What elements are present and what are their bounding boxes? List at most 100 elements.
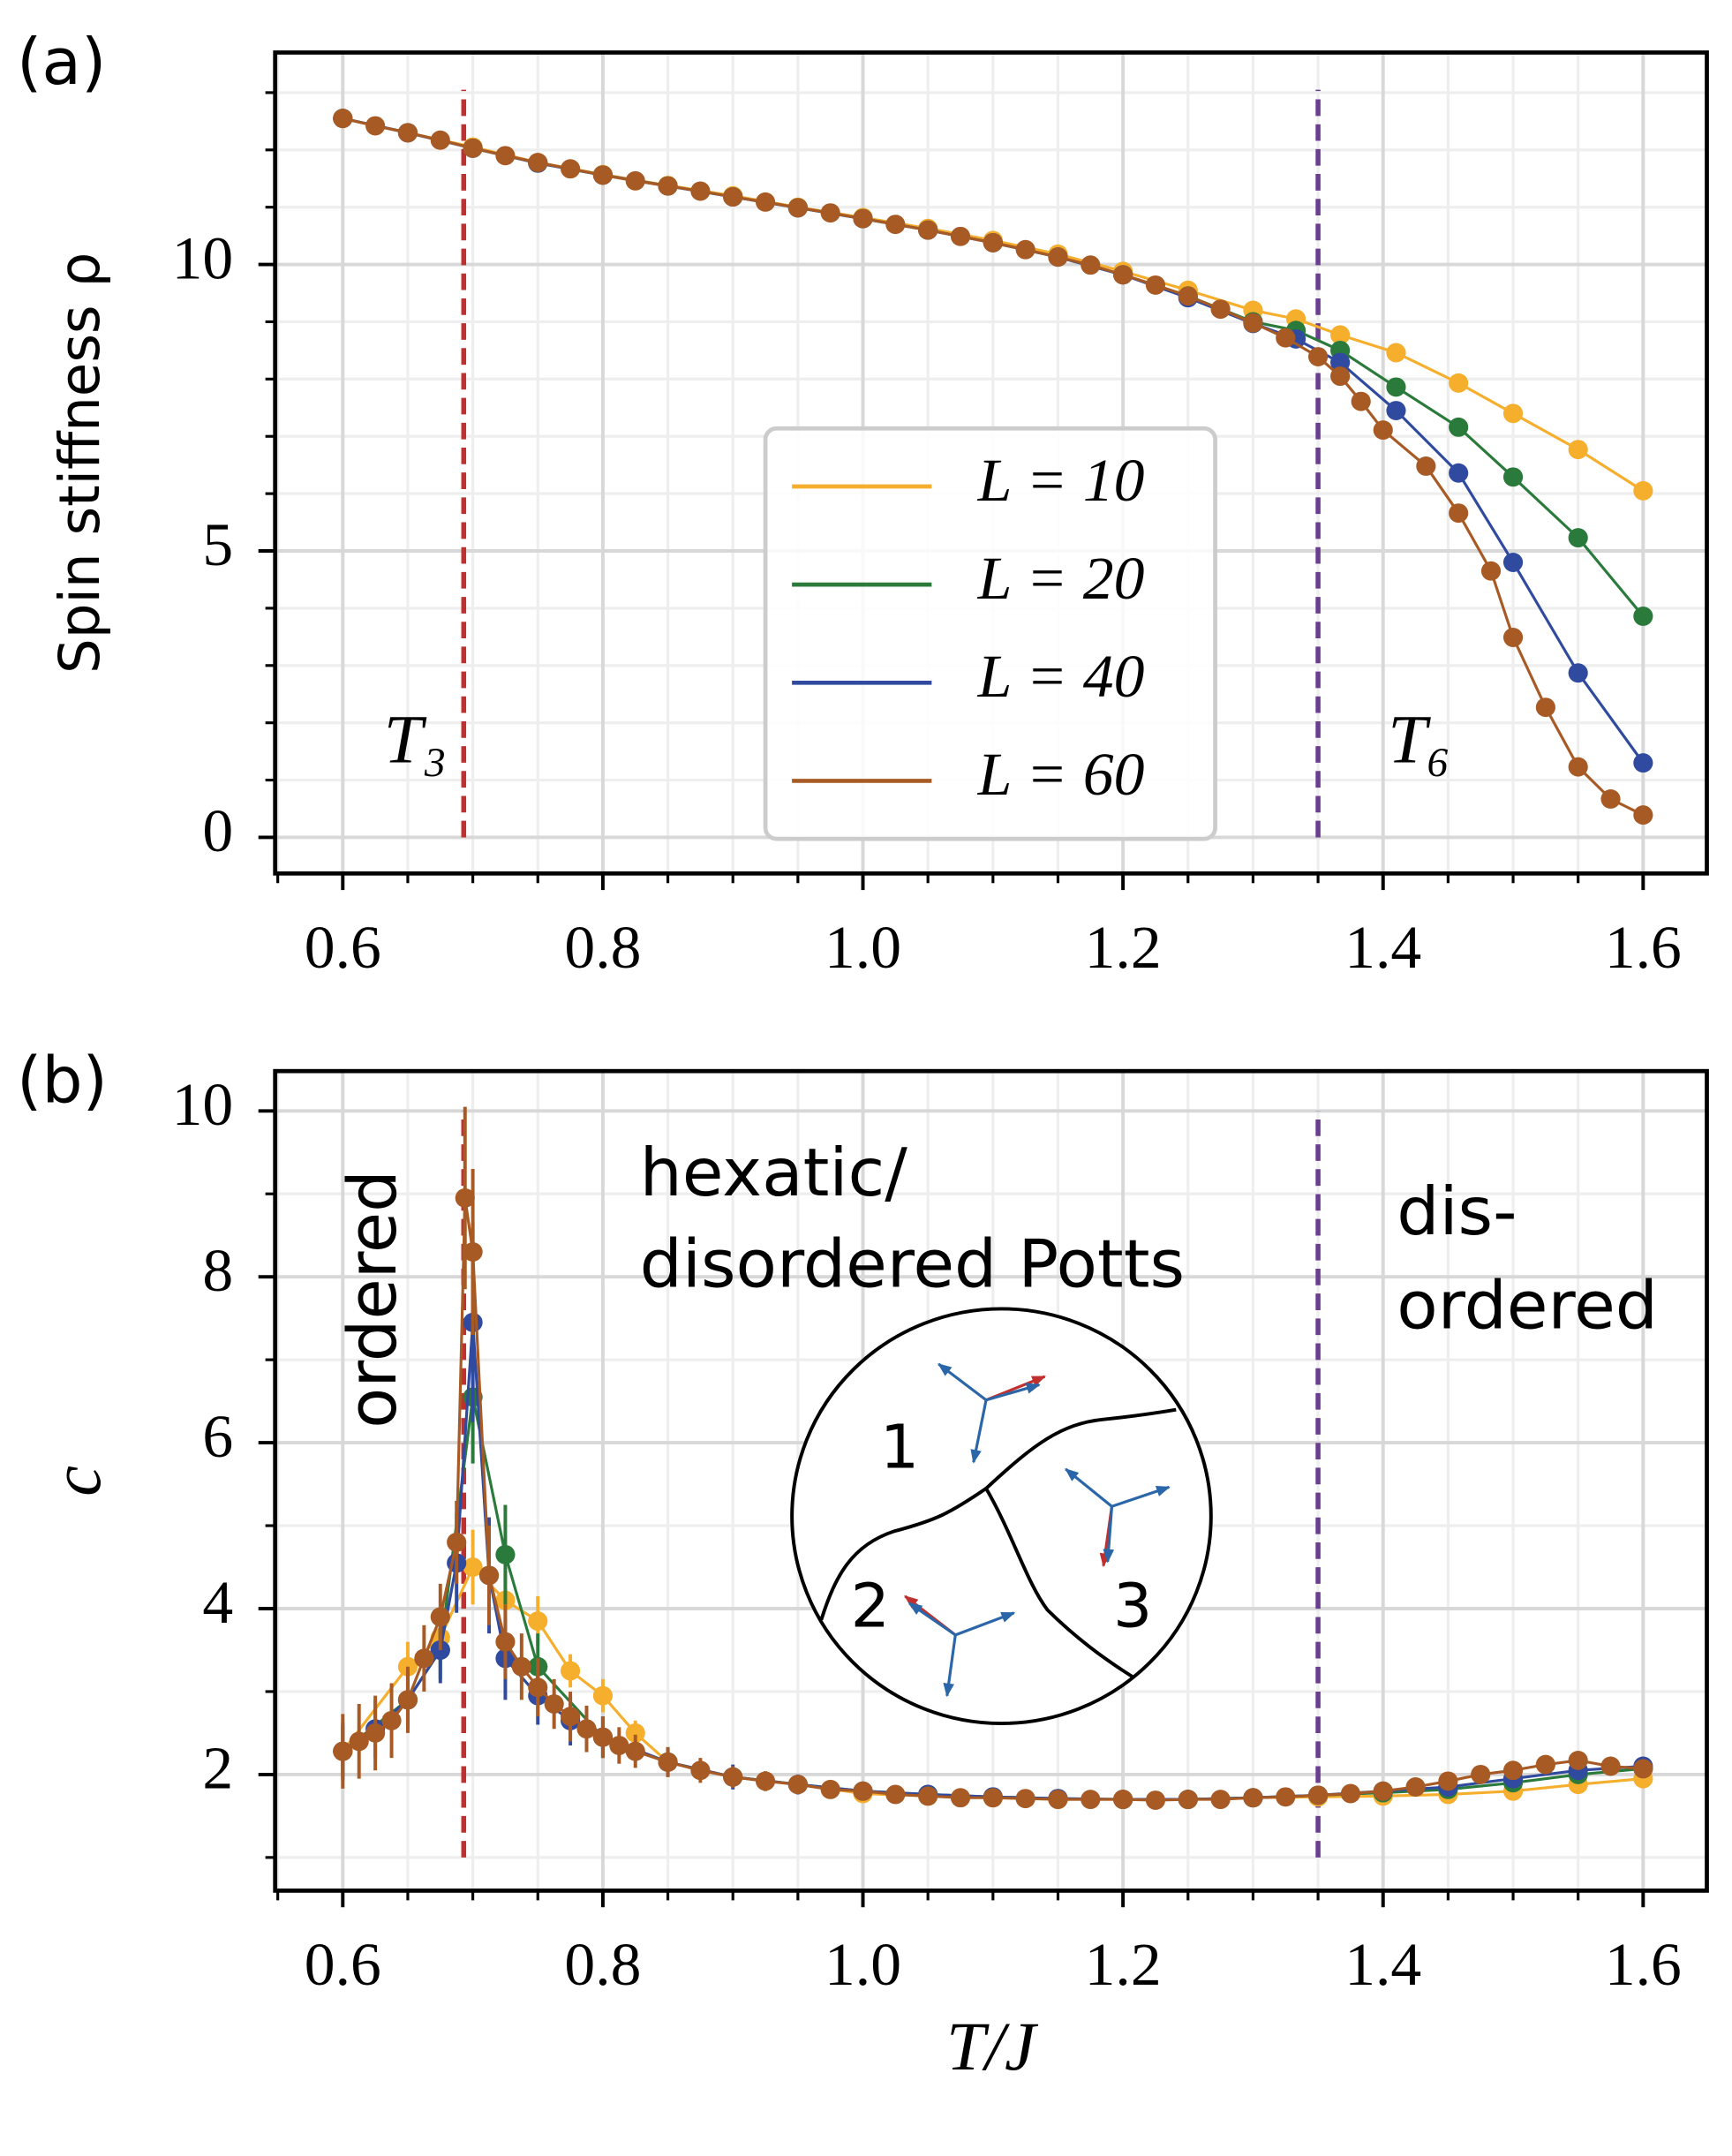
axes-frame	[273, 50, 1709, 876]
legend-label: L = 10	[977, 446, 1145, 514]
data-point	[1471, 1764, 1491, 1784]
y-tick-label: 2	[202, 1734, 233, 1802]
data-point	[495, 1632, 516, 1652]
data-point	[1502, 553, 1524, 572]
data-point	[1600, 789, 1621, 809]
annotation: ordered	[333, 1170, 410, 1429]
data-point	[349, 1731, 369, 1752]
data-point	[333, 109, 353, 129]
x-tick-label: 1.2	[1085, 1930, 1162, 1998]
data-point	[1373, 1781, 1393, 1801]
data-point	[1633, 480, 1653, 501]
data-point	[1438, 1771, 1458, 1791]
data-point	[1386, 377, 1406, 397]
data-point	[1568, 528, 1588, 548]
arrow	[938, 1362, 988, 1401]
data-point	[820, 1779, 840, 1799]
domain-wall	[984, 1487, 1135, 1680]
threshold-label: T₃	[384, 702, 448, 779]
data-point	[528, 1677, 548, 1698]
y-axis-label: c	[39, 1466, 116, 1496]
data-point	[1308, 347, 1329, 366]
data-point	[1449, 417, 1469, 437]
data-point	[1502, 403, 1524, 424]
x-tick-label: 1.6	[1605, 913, 1682, 981]
data-point	[1048, 247, 1068, 268]
data-point	[1449, 503, 1469, 524]
data-point	[1386, 343, 1406, 363]
data-point	[1113, 265, 1133, 285]
inset: 1 2 3	[790, 1307, 1213, 1725]
data-point	[853, 208, 873, 229]
data-point	[1276, 1787, 1296, 1807]
annotation: disordered Potts	[640, 1225, 1185, 1303]
data-point	[1480, 561, 1502, 581]
data-point	[1535, 697, 1555, 718]
spin-arrows	[904, 1362, 1171, 1698]
data-point	[1210, 299, 1231, 320]
inset-label: 1	[880, 1413, 919, 1483]
data-point	[528, 153, 548, 173]
data-point	[1243, 313, 1263, 333]
data-point	[658, 1752, 678, 1772]
data-point	[463, 1242, 483, 1262]
data-point	[592, 1727, 613, 1747]
data-point	[1633, 607, 1653, 626]
x-axis-label: T/J	[946, 2009, 1038, 2085]
data-point	[1449, 373, 1469, 393]
data-point	[1308, 1785, 1329, 1805]
arrow	[1111, 1485, 1171, 1508]
annotation: dis-	[1397, 1172, 1517, 1250]
inset-label: 3	[1113, 1572, 1152, 1642]
data-point	[528, 1611, 548, 1632]
data-point	[544, 1694, 564, 1715]
x-tick-label: 1.0	[825, 1930, 901, 1998]
data-point	[430, 1607, 450, 1627]
data-point	[625, 1723, 645, 1743]
legend-label: L = 40	[977, 642, 1145, 710]
data-point	[1330, 352, 1351, 373]
x-tick-label: 0.8	[564, 1930, 641, 1998]
data-point	[1178, 286, 1198, 306]
data-point	[1568, 663, 1588, 683]
x-tick-label: 0.6	[305, 913, 381, 981]
y-tick-label: 6	[202, 1402, 233, 1470]
data-point	[1340, 1783, 1360, 1804]
data-point	[447, 1532, 467, 1552]
data-point	[1373, 420, 1393, 441]
data-point	[414, 1648, 434, 1669]
data-point	[1330, 325, 1351, 345]
data-point	[1081, 1790, 1101, 1810]
data-point	[1568, 1750, 1588, 1770]
annotation: hexatic/	[640, 1134, 908, 1211]
data-point	[1330, 366, 1351, 387]
data-point	[1386, 401, 1406, 420]
data-point	[381, 1710, 402, 1730]
data-point	[1535, 1754, 1555, 1775]
data-point	[1210, 1790, 1231, 1810]
data-point	[885, 215, 906, 235]
x-tick-label: 1.2	[1085, 913, 1162, 981]
legend-box	[763, 426, 1217, 841]
data-point	[853, 1781, 873, 1801]
panel-label: (b)	[17, 1044, 108, 1119]
data-point	[455, 1187, 475, 1208]
inset-label: 2	[851, 1572, 890, 1642]
data-point	[397, 1690, 418, 1710]
data-point	[625, 1741, 645, 1761]
data-point	[983, 232, 1003, 253]
y-tick-label: 5	[202, 510, 233, 578]
data-point	[561, 1661, 581, 1681]
data-point	[950, 1788, 971, 1808]
panel-label: (a)	[17, 26, 106, 100]
data-point	[1113, 1790, 1133, 1810]
data-point	[1449, 463, 1469, 483]
data-point	[1568, 440, 1588, 460]
data-point	[1048, 1790, 1068, 1810]
data-point	[511, 1656, 531, 1677]
data-point	[561, 1707, 581, 1727]
domain-wall	[819, 1487, 988, 1621]
data-point	[755, 1771, 776, 1791]
data-point	[609, 1736, 629, 1755]
data-point	[1600, 1756, 1621, 1776]
